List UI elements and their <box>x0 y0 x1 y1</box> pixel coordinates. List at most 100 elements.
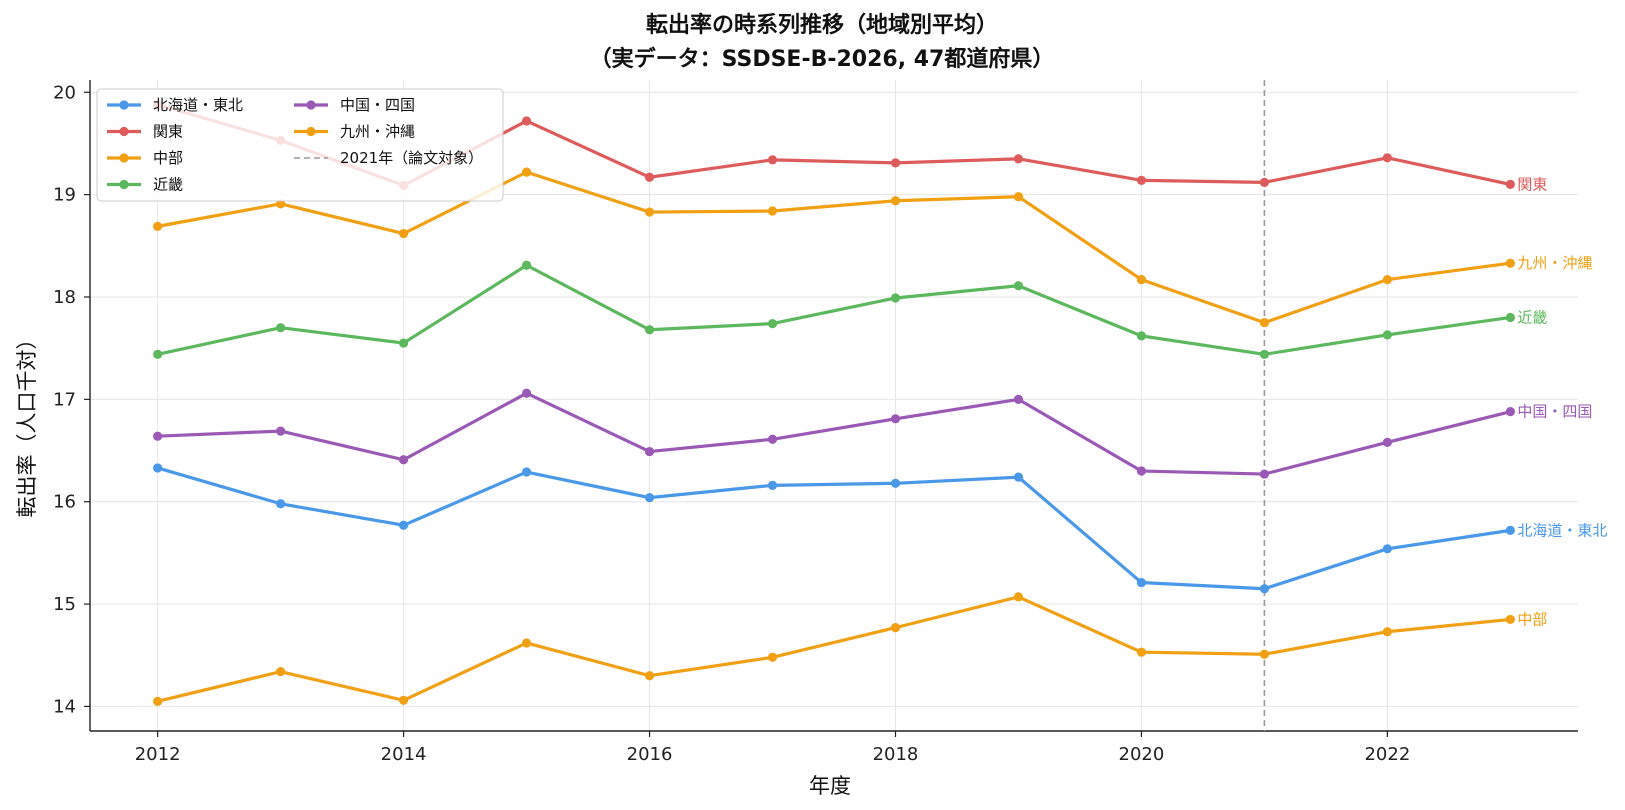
data-point <box>1013 192 1024 202</box>
data-point <box>521 116 532 126</box>
data-point <box>276 499 286 509</box>
data-point <box>890 158 901 168</box>
data-point <box>1382 437 1392 447</box>
x-axis-label: 年度 <box>809 774 851 798</box>
y-axis-label: 転出率（人口千対） <box>15 329 39 518</box>
series-line <box>157 391 1511 476</box>
data-point <box>890 478 901 488</box>
data-point <box>1505 525 1515 535</box>
series-end-label: 北海道・東北 <box>1517 521 1607 539</box>
series-end-label: 九州・沖縄 <box>1517 254 1592 272</box>
data-point <box>644 207 655 217</box>
data-point <box>276 426 286 436</box>
data-point <box>398 695 409 705</box>
data-point <box>521 467 532 477</box>
data-point <box>1505 312 1515 323</box>
data-point <box>153 221 163 231</box>
data-point <box>398 228 409 239</box>
data-point <box>276 323 286 333</box>
data-point <box>890 414 901 424</box>
data-point <box>521 388 532 398</box>
data-point <box>398 455 409 465</box>
legend-label: 九州・沖縄 <box>340 123 415 141</box>
data-point <box>276 667 286 677</box>
data-point <box>1505 407 1515 417</box>
series-line <box>157 263 1511 356</box>
data-point <box>644 172 655 182</box>
chart-title: 転出率の時系列推移（地域別平均） <box>646 12 998 38</box>
data-point <box>767 480 778 490</box>
data-point <box>767 319 778 329</box>
y-tick-label: 15 <box>53 594 76 615</box>
series-end-label: 関東 <box>1517 175 1547 193</box>
data-point <box>1013 592 1024 602</box>
legend-marker <box>306 126 316 137</box>
data-point <box>521 260 532 270</box>
data-point <box>1505 614 1515 625</box>
legend-label: 中国・四国 <box>340 96 415 114</box>
legend-marker <box>119 100 129 110</box>
data-point <box>1136 331 1147 341</box>
series-line <box>157 466 1511 591</box>
series-group <box>153 99 1515 706</box>
data-point <box>153 696 163 706</box>
data-point <box>1136 577 1147 588</box>
legend-label: 北海道・東北 <box>153 96 243 114</box>
data-point <box>644 325 655 335</box>
data-point <box>1013 472 1024 482</box>
legend-label: 2021年（論文対象） <box>340 149 483 167</box>
y-tick-label: 19 <box>53 185 76 206</box>
y-tick-label: 17 <box>53 389 76 410</box>
data-point <box>767 434 778 444</box>
data-point <box>767 155 778 165</box>
x-tick-label: 2012 <box>135 744 181 765</box>
x-tick-label: 2022 <box>1364 744 1410 765</box>
data-point <box>890 196 901 206</box>
data-point <box>767 206 778 216</box>
legend-box <box>96 88 504 202</box>
data-point <box>1136 274 1147 285</box>
data-point <box>767 652 778 662</box>
data-point <box>1259 317 1270 328</box>
x-tick-label: 2018 <box>873 744 919 765</box>
data-point <box>521 638 532 648</box>
data-point <box>521 167 532 177</box>
y-tick-label: 20 <box>53 82 76 103</box>
data-point <box>644 493 655 503</box>
data-point <box>153 349 163 359</box>
data-point <box>1013 281 1024 291</box>
series-end-label: 中部 <box>1517 610 1547 628</box>
x-tick-label: 2016 <box>627 744 673 765</box>
data-point <box>1013 154 1024 164</box>
legend-label: 近畿 <box>153 176 183 194</box>
data-point <box>890 293 901 303</box>
data-point <box>1382 544 1392 554</box>
series-end-label: 近畿 <box>1517 308 1547 326</box>
data-point <box>1505 258 1515 268</box>
data-point <box>1382 627 1392 637</box>
data-point <box>644 671 655 681</box>
data-point <box>1259 469 1270 479</box>
data-point <box>398 338 409 348</box>
y-tick-label: 14 <box>53 696 76 717</box>
data-point <box>1259 349 1270 359</box>
data-point <box>1382 274 1392 285</box>
data-point <box>1382 330 1392 340</box>
legend-marker <box>119 153 129 163</box>
data-point <box>398 520 409 530</box>
legend-label: 関東 <box>153 123 183 141</box>
x-tick-label: 2014 <box>381 744 427 765</box>
legend-label: 中部 <box>153 149 183 167</box>
data-point <box>1136 175 1147 185</box>
data-point <box>153 431 163 441</box>
series-line <box>157 170 1511 325</box>
y-tick-label: 18 <box>53 287 76 308</box>
data-point <box>890 623 901 633</box>
data-point <box>153 463 163 473</box>
data-point <box>1382 153 1392 163</box>
data-point <box>1136 647 1147 657</box>
data-point <box>1505 179 1515 190</box>
data-point <box>276 199 286 209</box>
